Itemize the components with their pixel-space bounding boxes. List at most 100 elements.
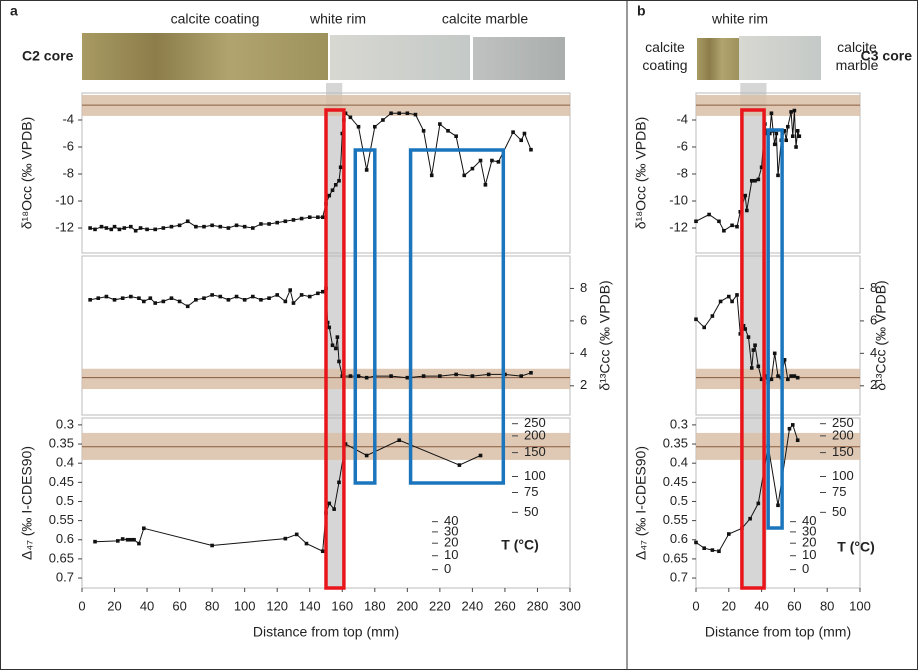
data-point xyxy=(454,372,458,377)
data-point xyxy=(470,374,475,378)
data-point xyxy=(138,226,143,230)
x-tick-label: 60 xyxy=(172,598,186,613)
x-tick-label: 20 xyxy=(722,598,736,613)
data-point xyxy=(364,453,369,458)
data-point xyxy=(772,142,777,147)
data-point xyxy=(109,227,114,232)
t-tick-label: 40 xyxy=(802,513,816,528)
data-point xyxy=(483,183,488,187)
y-axis-label: δ¹³Ccc (‰ VPDB) xyxy=(873,280,889,390)
t-tick-label: 0 xyxy=(444,561,451,576)
data-point xyxy=(694,317,698,322)
data-point xyxy=(529,147,533,152)
x-axis-label: Distance from top (mm) xyxy=(253,624,399,640)
data-point xyxy=(694,219,698,224)
data-point xyxy=(337,359,341,364)
data-point xyxy=(275,293,279,297)
data-point xyxy=(756,177,761,182)
data-point xyxy=(330,343,335,348)
data-point xyxy=(421,129,426,133)
data-point xyxy=(93,539,97,544)
y-tick-label: 0.55 xyxy=(663,512,688,527)
data-point xyxy=(735,224,739,229)
highlight-box xyxy=(766,128,784,530)
y-tick-label: -6 xyxy=(62,138,74,153)
data-point xyxy=(797,134,802,139)
data-point xyxy=(129,224,133,229)
t-tick-label: 100 xyxy=(524,468,546,483)
data-point xyxy=(364,375,369,380)
data-point xyxy=(333,346,338,351)
t-axis-label: T (°C) xyxy=(501,537,538,553)
x-tick-label: 200 xyxy=(396,598,418,613)
data-point xyxy=(784,138,788,143)
highlight-band xyxy=(326,83,343,588)
y-tick-label: -8 xyxy=(676,165,688,180)
core-photo xyxy=(697,38,739,80)
data-point xyxy=(795,375,800,380)
data-point xyxy=(794,145,798,149)
data-point xyxy=(320,549,325,554)
data-point xyxy=(496,160,501,164)
data-point xyxy=(337,480,341,485)
data-point xyxy=(242,224,247,229)
data-point xyxy=(104,294,109,299)
data-point xyxy=(283,299,288,304)
data-point xyxy=(446,129,450,133)
y-tick-label: 0.7 xyxy=(670,569,688,584)
plot-frame xyxy=(695,92,861,254)
data-point xyxy=(194,298,198,302)
data-point xyxy=(283,219,288,224)
data-point xyxy=(291,218,296,222)
data-point xyxy=(267,222,271,226)
highlight-box xyxy=(408,148,506,485)
y-tick-label: -8 xyxy=(62,165,74,180)
data-point xyxy=(786,377,790,382)
data-point xyxy=(226,298,231,302)
data-point xyxy=(294,532,299,537)
data-point xyxy=(210,293,214,297)
data-point xyxy=(226,226,231,230)
y-tick-label: 4 xyxy=(870,345,877,360)
data-point xyxy=(356,374,361,378)
y-tick-label: -6 xyxy=(676,138,688,153)
data-point xyxy=(169,296,174,300)
t-tick-label: 75 xyxy=(524,484,538,499)
data-point xyxy=(522,131,527,136)
core-photo xyxy=(739,36,821,80)
y-tick-label: 2 xyxy=(580,377,587,392)
data-point xyxy=(210,223,214,228)
data-point xyxy=(776,374,780,378)
data-point xyxy=(470,166,475,171)
data-point xyxy=(161,226,166,230)
segment-label: calcite coating xyxy=(171,11,260,27)
core-photo xyxy=(82,33,328,80)
y-tick-label: 0.3 xyxy=(670,416,688,431)
t-axis-label: T (°C) xyxy=(837,539,874,555)
data-point xyxy=(373,124,377,129)
y-tick-label: 8 xyxy=(870,280,877,295)
data-point xyxy=(748,516,752,521)
y-tick-label: 0.7 xyxy=(56,569,74,584)
data-point xyxy=(795,438,800,443)
data-point xyxy=(267,296,271,300)
data-point xyxy=(202,224,206,229)
data-point xyxy=(283,536,288,541)
highlight-box xyxy=(740,108,766,590)
data-point xyxy=(789,110,793,114)
x-tick-label: 20 xyxy=(107,598,121,613)
data-point xyxy=(234,294,239,299)
data-point xyxy=(307,215,312,220)
x-tick-label: 160 xyxy=(331,598,353,613)
data-point xyxy=(259,298,263,302)
data-point xyxy=(702,325,706,330)
y-tick-label: 0.3 xyxy=(56,416,74,431)
data-point xyxy=(251,226,255,230)
x-tick-label: 100 xyxy=(849,598,871,613)
t-tick-label: 200 xyxy=(524,427,546,442)
data-point xyxy=(529,371,533,375)
x-tick-label: 180 xyxy=(364,598,386,613)
data-point xyxy=(364,168,369,172)
data-point xyxy=(137,296,141,300)
y-tick-label: 0.5 xyxy=(670,493,688,508)
